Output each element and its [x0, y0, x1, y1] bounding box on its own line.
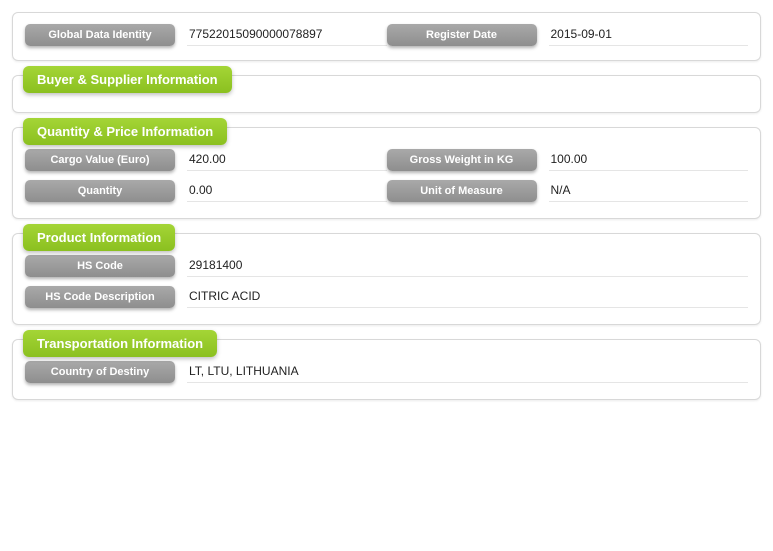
field-quantity: Quantity 0.00 [25, 179, 387, 202]
empty-body [25, 96, 748, 104]
row-product-2: HS Code Description CITRIC ACID [25, 285, 748, 308]
top-row: Global Data Identity 7752201509000007889… [25, 23, 748, 46]
label-country-of-destiny: Country of Destiny [25, 361, 175, 383]
value-register-date: 2015-09-01 [549, 23, 749, 46]
field-hs-code: HS Code 29181400 [25, 254, 748, 277]
row-qp-1: Cargo Value (Euro) 420.00 Gross Weight i… [25, 148, 748, 171]
value-hs-code-description: CITRIC ACID [187, 285, 748, 308]
label-cargo-value: Cargo Value (Euro) [25, 149, 175, 171]
row-qp-2: Quantity 0.00 Unit of Measure N/A [25, 179, 748, 202]
label-hs-code: HS Code [25, 255, 175, 277]
label-gross-weight: Gross Weight in KG [387, 149, 537, 171]
label-hs-code-description: HS Code Description [25, 286, 175, 308]
label-unit-of-measure: Unit of Measure [387, 180, 537, 202]
section-header-buyer-supplier: Buyer & Supplier Information [23, 66, 232, 93]
field-hs-code-description: HS Code Description CITRIC ACID [25, 285, 748, 308]
field-global-data-identity: Global Data Identity 7752201509000007889… [25, 23, 387, 46]
field-unit-of-measure: Unit of Measure N/A [387, 179, 749, 202]
label-quantity: Quantity [25, 180, 175, 202]
value-global-data-identity: 77522015090000078897 [187, 23, 387, 46]
value-gross-weight: 100.00 [549, 148, 749, 171]
panel-buyer-supplier: Buyer & Supplier Information [12, 75, 761, 113]
label-global-data-identity: Global Data Identity [25, 24, 175, 46]
panel-quantity-price: Quantity & Price Information Cargo Value… [12, 127, 761, 219]
top-panel: Global Data Identity 7752201509000007889… [12, 12, 761, 61]
value-cargo-value: 420.00 [187, 148, 387, 171]
row-transport-1: Country of Destiny LT, LTU, LITHUANIA [25, 360, 748, 383]
section-header-transportation: Transportation Information [23, 330, 217, 357]
section-header-product: Product Information [23, 224, 175, 251]
value-quantity: 0.00 [187, 179, 387, 202]
section-header-quantity-price: Quantity & Price Information [23, 118, 227, 145]
panel-transportation: Transportation Information Country of De… [12, 339, 761, 400]
field-register-date: Register Date 2015-09-01 [387, 23, 749, 46]
value-hs-code: 29181400 [187, 254, 748, 277]
field-country-of-destiny: Country of Destiny LT, LTU, LITHUANIA [25, 360, 748, 383]
label-register-date: Register Date [387, 24, 537, 46]
field-cargo-value: Cargo Value (Euro) 420.00 [25, 148, 387, 171]
row-product-1: HS Code 29181400 [25, 254, 748, 277]
value-country-of-destiny: LT, LTU, LITHUANIA [187, 360, 748, 383]
field-gross-weight: Gross Weight in KG 100.00 [387, 148, 749, 171]
panel-product: Product Information HS Code 29181400 HS … [12, 233, 761, 325]
value-unit-of-measure: N/A [549, 179, 749, 202]
